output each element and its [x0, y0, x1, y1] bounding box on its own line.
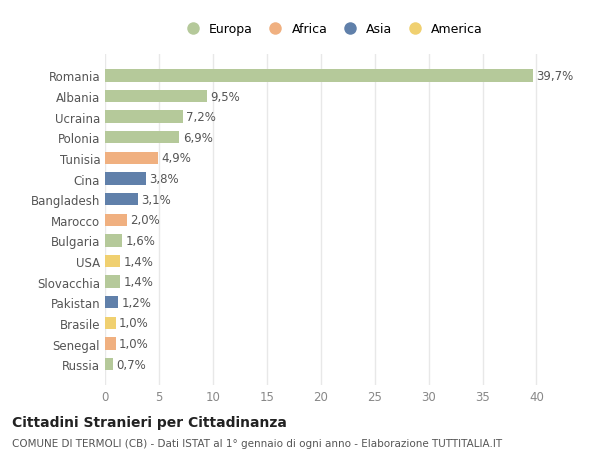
Legend: Europa, Africa, Asia, America: Europa, Africa, Asia, America [175, 18, 488, 41]
Bar [105, 173, 146, 185]
Text: 4,9%: 4,9% [161, 152, 191, 165]
Bar [105, 152, 158, 165]
Text: 3,8%: 3,8% [149, 173, 179, 185]
Text: 0,7%: 0,7% [116, 358, 146, 371]
Text: 1,4%: 1,4% [124, 255, 153, 268]
Bar [105, 338, 116, 350]
Bar [105, 255, 120, 268]
Bar [105, 70, 533, 83]
Bar [105, 276, 120, 288]
Bar [105, 91, 208, 103]
Text: 2,0%: 2,0% [130, 214, 160, 227]
Text: 6,9%: 6,9% [182, 132, 212, 145]
Text: 7,2%: 7,2% [186, 111, 216, 124]
Text: Cittadini Stranieri per Cittadinanza: Cittadini Stranieri per Cittadinanza [12, 415, 287, 429]
Text: 1,4%: 1,4% [124, 275, 153, 289]
Text: 1,0%: 1,0% [119, 317, 149, 330]
Bar [105, 111, 182, 123]
Bar [105, 214, 127, 226]
Bar [105, 358, 113, 370]
Text: 1,0%: 1,0% [119, 337, 149, 350]
Text: COMUNE DI TERMOLI (CB) - Dati ISTAT al 1° gennaio di ogni anno - Elaborazione TU: COMUNE DI TERMOLI (CB) - Dati ISTAT al 1… [12, 438, 502, 448]
Text: 3,1%: 3,1% [142, 193, 172, 206]
Bar [105, 235, 122, 247]
Bar [105, 317, 116, 330]
Text: 39,7%: 39,7% [536, 70, 574, 83]
Bar [105, 297, 118, 309]
Bar [105, 194, 139, 206]
Text: 1,6%: 1,6% [125, 235, 155, 247]
Text: 1,2%: 1,2% [121, 296, 151, 309]
Bar [105, 132, 179, 144]
Text: 9,5%: 9,5% [211, 90, 241, 103]
